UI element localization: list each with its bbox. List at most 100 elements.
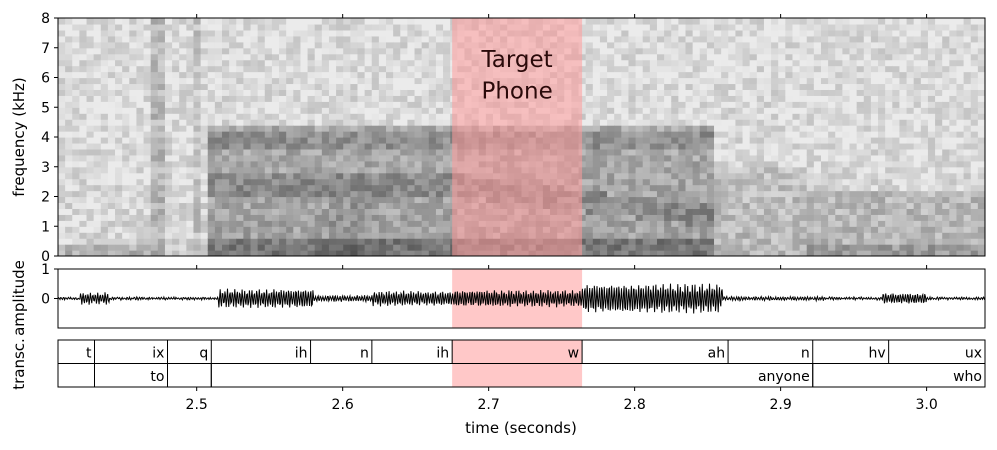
spectrogram-cell [400, 148, 409, 156]
spectrogram-cell [706, 107, 715, 114]
spectrogram-cell [286, 166, 294, 174]
spectrogram-cell [706, 208, 715, 215]
spectrogram-cell [870, 113, 879, 120]
spectrogram-cell [186, 107, 195, 114]
spectrogram-cell [714, 232, 722, 239]
spectrogram-cell [314, 178, 323, 186]
spectrogram-cell [685, 166, 694, 174]
spectrogram-cell [300, 142, 309, 150]
spectrogram-cell [621, 184, 630, 192]
spectrogram-cell [286, 95, 294, 102]
spectrogram-cell [842, 137, 851, 144]
spectrogram-cell [813, 18, 822, 25]
spectrogram-cell [428, 125, 437, 132]
spectrogram-cell [614, 77, 622, 85]
spectrogram-cell [136, 53, 145, 61]
spectrogram-cell [678, 137, 687, 144]
spectrogram-cell [86, 196, 95, 204]
spectrogram-cell [799, 244, 808, 251]
spectrogram-cell [585, 107, 594, 114]
spectrogram-cell [763, 202, 772, 209]
spectrogram-cell [243, 113, 252, 120]
spectrogram-cell [364, 131, 373, 138]
spectrogram-cell [664, 71, 672, 79]
spectrogram-cell [293, 172, 302, 180]
spectrogram-cell [279, 226, 287, 233]
spectrogram-cell [621, 137, 630, 144]
spectrogram-cell [878, 41, 886, 49]
spectrogram-cell [293, 166, 302, 174]
spectrogram-cell [599, 113, 608, 120]
spectrogram-cell [706, 125, 715, 132]
spectrogram-cell [913, 142, 922, 150]
spectrogram-cell [79, 250, 88, 256]
spectrogram-cell [706, 47, 715, 55]
spectrogram-cell [107, 77, 116, 85]
spectrogram-cell [856, 107, 865, 114]
spectrogram-cell [835, 178, 843, 186]
spectrogram-cell [214, 59, 223, 67]
spectrogram-cell [58, 154, 66, 162]
spectrogram-cell [357, 35, 366, 43]
spectrogram-cell [86, 77, 95, 85]
spectrogram-cell [172, 65, 180, 73]
spectrogram-cell [357, 178, 366, 186]
spectrogram-cell [386, 41, 394, 49]
spectrogram-cell [920, 131, 929, 138]
spectrogram-cell [878, 125, 886, 132]
spectrogram-cell [699, 113, 708, 120]
spectrogram-cell [699, 41, 708, 49]
spectrogram-cell [920, 166, 929, 174]
spectrogram-cell [756, 125, 765, 132]
spectrogram-cell [435, 184, 444, 192]
spectrogram-cell [799, 119, 808, 126]
spectrogram-cell [607, 232, 615, 239]
spectrogram-cell [706, 160, 715, 168]
spectrogram-cell [799, 208, 808, 215]
spectrogram-cell [942, 131, 950, 138]
spectrogram-cell [920, 238, 929, 245]
spectrogram-cell [927, 83, 936, 90]
spectrogram-cell [742, 131, 751, 138]
spectrogram-cell [200, 214, 209, 221]
spectrogram-cell [835, 23, 843, 31]
spectrogram-cell [835, 29, 843, 37]
spectrogram-cell [314, 238, 323, 245]
spectrogram-cell [599, 226, 608, 233]
spectrogram-cell [364, 65, 373, 73]
spectrogram-cell [863, 250, 872, 256]
spectrogram-cell [692, 59, 701, 67]
spectrogram-cell [200, 178, 209, 186]
spectrogram-cell [927, 196, 936, 204]
spectrogram-cell [892, 232, 901, 239]
spectrogram-cell [122, 59, 130, 67]
spectrogram-cell [357, 202, 366, 209]
spectrogram-cell [364, 89, 373, 96]
spectrogram-cell [592, 208, 601, 215]
spectrogram-cell [328, 119, 337, 126]
spectrogram-cell [899, 208, 908, 215]
spectrogram-cell [614, 202, 622, 209]
spectrogram-cell [193, 77, 202, 85]
spectrogram-cell [207, 232, 216, 239]
spectrogram-cell [236, 172, 244, 180]
spectrogram-cell [870, 238, 879, 245]
spectrogram-cell [935, 244, 943, 251]
spectrogram-cell [785, 250, 794, 256]
spectrogram-cell [136, 250, 145, 256]
spectrogram-cell [714, 244, 722, 251]
spectrogram-cell [378, 77, 387, 85]
spectrogram-cell [785, 83, 794, 90]
spectrogram-cell [257, 71, 266, 79]
spectrogram-cell [336, 125, 344, 132]
spectrogram-cell [93, 65, 102, 73]
spectrogram-cell [927, 166, 936, 174]
spectrogram-cell [193, 65, 202, 73]
spectrogram-cell [250, 71, 259, 79]
spectrogram-cell [785, 202, 794, 209]
spectrogram-cell [443, 89, 451, 96]
spectrogram-cell [229, 184, 237, 192]
spectrogram-cell [778, 166, 786, 174]
spectrogram-cell [386, 59, 394, 67]
spectrogram-cell [842, 83, 851, 90]
